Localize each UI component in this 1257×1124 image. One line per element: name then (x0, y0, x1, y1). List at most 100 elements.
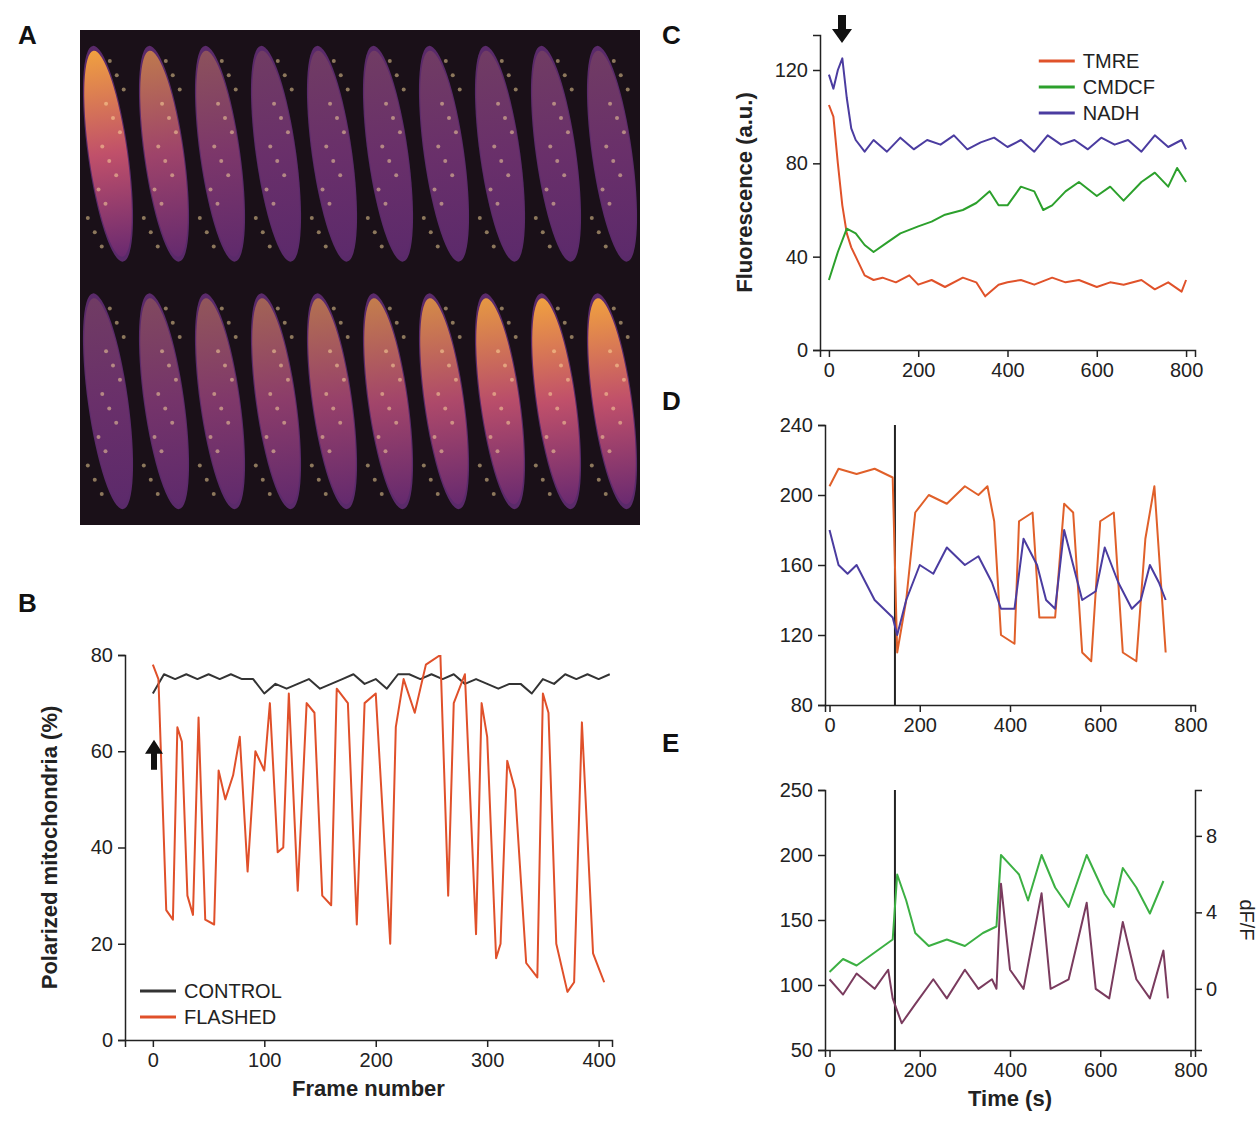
mitochondria-dot (261, 230, 265, 234)
tick: 120 (780, 624, 825, 646)
mitochondria-dot (290, 87, 294, 91)
tick: 400 (994, 1050, 1027, 1081)
axis-line (813, 36, 821, 351)
tick-mark (1195, 836, 1202, 838)
tick: 200 (780, 484, 825, 506)
tick: 400 (582, 1040, 615, 1071)
tick-mark (818, 855, 825, 857)
mitochondria-dot (450, 421, 454, 425)
tick-mark (818, 1050, 825, 1052)
tick-label: 120 (775, 59, 808, 81)
mitochondria-dot (377, 187, 381, 191)
mitochondria-dot (346, 335, 350, 339)
mitochondria-dot (254, 216, 258, 220)
cell-base (241, 291, 311, 512)
mitochondria-dot (514, 87, 518, 91)
mitochondria-dot (436, 492, 440, 496)
legend: CONTROLFLASHED (140, 980, 282, 1028)
mitochondria-dot (444, 306, 448, 310)
mitochondria-dot (335, 116, 339, 120)
axis-line (818, 426, 826, 706)
mitochondria-dot (380, 245, 384, 249)
cell-glow (187, 48, 254, 259)
cell-glow (523, 48, 590, 259)
tick: 100 (780, 974, 825, 996)
mitochondria-dot (153, 435, 157, 439)
mitochondria-dot (103, 202, 107, 206)
tick: 40 (91, 836, 125, 858)
axis-line (821, 351, 1196, 358)
tick-mark (118, 751, 125, 753)
mitochondria-dot (366, 464, 370, 468)
mitochondria-dot (156, 392, 160, 396)
mitochondria-dot (122, 335, 126, 339)
tick-label: 600 (1081, 359, 1114, 381)
mitochondria-dot (402, 87, 406, 91)
mitochondria-dot (608, 349, 612, 353)
panel-letter: A (18, 20, 37, 50)
axis: 04080120 (775, 36, 821, 361)
mitochondria-dot (212, 392, 216, 396)
cell-base (185, 291, 255, 512)
tick: 150 (780, 909, 825, 931)
tick-label: 200 (902, 359, 935, 381)
panel-letter: C (662, 20, 681, 50)
mitochondria-dot (164, 59, 168, 63)
tick-label: 150 (780, 909, 813, 931)
mitochondria-dot (384, 349, 388, 353)
mitochondria-dot (226, 173, 230, 177)
mitochondria-dot (332, 59, 336, 63)
mitochondria-dot (111, 364, 115, 368)
tick-mark (487, 1040, 489, 1047)
panel-letter: B (18, 588, 37, 618)
mitochondria-dot (548, 145, 552, 149)
mitochondria-dot (324, 492, 328, 496)
mitochondria-dot (496, 102, 500, 106)
tick-label: 160 (780, 554, 813, 576)
mitochondria-dot (443, 159, 447, 163)
mitochondria-dot (216, 349, 220, 353)
tick: 250 (780, 779, 825, 801)
mitochondria-dot (556, 306, 560, 310)
mitochondria-dot (107, 406, 111, 410)
mitochondria-dot (485, 230, 489, 234)
mitochondria-dot (507, 73, 511, 77)
mitochondria-dot (444, 59, 448, 63)
tick: 600 (1084, 1050, 1117, 1081)
tick-mark (818, 985, 825, 987)
tick-label: 200 (904, 714, 937, 736)
mitochondria-dot (534, 216, 538, 220)
axis: 020406080 (91, 644, 126, 1051)
mitochondria-dot (545, 435, 549, 439)
axis: 0200400600800 (821, 350, 1204, 381)
mitochondria-dot (321, 187, 325, 191)
cell-glow (131, 48, 198, 259)
tick: 200 (780, 844, 825, 866)
mitochondria-dot (220, 306, 224, 310)
tick-label: 0 (102, 1029, 113, 1051)
mitochondria-dot (500, 59, 504, 63)
mitochondria-dot (388, 306, 392, 310)
mitochondria-dot (227, 73, 231, 77)
tick-label: 250 (780, 779, 813, 801)
mitochondria-dot (503, 116, 507, 120)
mitochondria-dot (114, 421, 118, 425)
tick-label: 400 (994, 1059, 1027, 1081)
axis-line (826, 1051, 1196, 1058)
mitochondria-dot (451, 321, 455, 325)
mitochondria-dot (398, 130, 402, 134)
mitochondria-dot (97, 187, 101, 191)
mitochondria-dot (342, 130, 346, 134)
mitochondria-dot (149, 230, 153, 234)
cell-base (129, 43, 199, 264)
tick-label: 600 (1084, 714, 1117, 736)
mitochondria-dot (499, 159, 503, 163)
mitochondria-dot (339, 321, 343, 325)
mitochondria-dot (451, 73, 455, 77)
plot-area (830, 425, 1166, 705)
tick: 600 (1081, 350, 1114, 381)
legend-swatch (1039, 86, 1075, 89)
mitochondria-dot (328, 349, 332, 353)
tick: 200 (904, 705, 937, 736)
mitochondria-dot (384, 102, 388, 106)
